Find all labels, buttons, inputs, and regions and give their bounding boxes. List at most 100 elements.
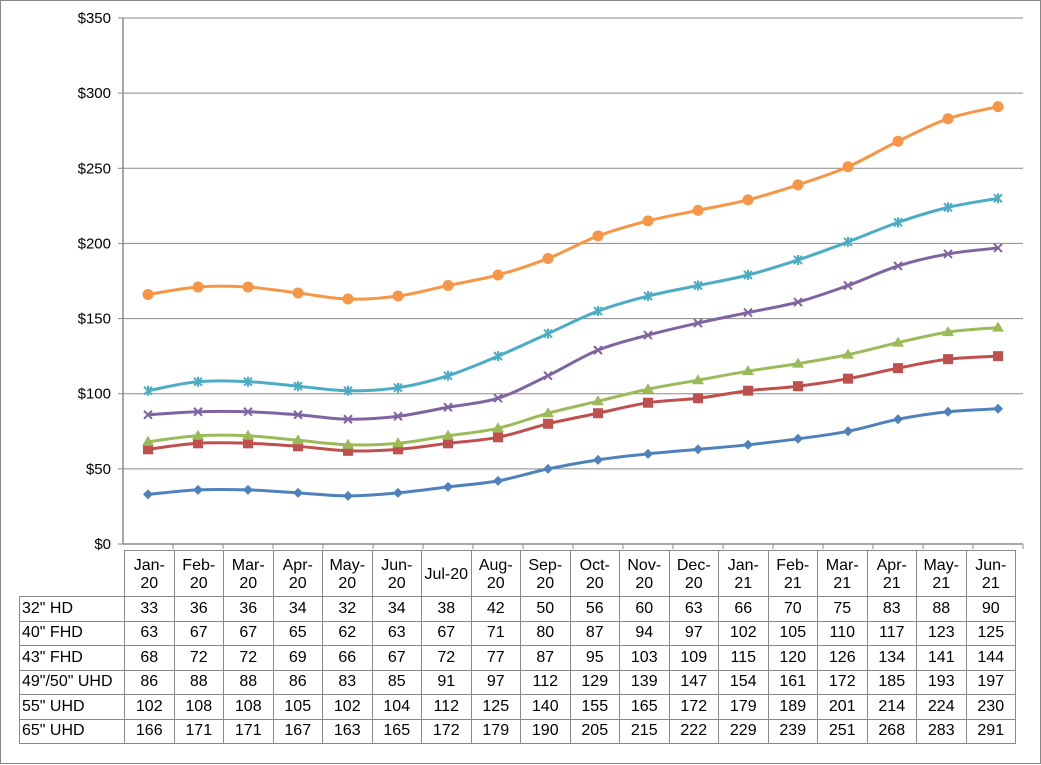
table-cell: 172 xyxy=(668,694,719,720)
table-cell: 88 xyxy=(916,596,967,622)
table-cell: 112 xyxy=(520,669,571,695)
table-cell: 63 xyxy=(668,596,719,622)
table-cell: 222 xyxy=(668,718,719,744)
table-cell: 126 xyxy=(817,645,868,671)
table-cell: 34 xyxy=(371,596,422,622)
table-cell: 165 xyxy=(619,694,670,720)
data-point-diamond xyxy=(243,484,253,495)
data-point-square xyxy=(243,438,253,449)
table-cell: 34 xyxy=(272,596,323,622)
data-point-square xyxy=(843,373,853,384)
table-cell: 139 xyxy=(619,669,670,695)
data-point-x xyxy=(293,410,303,420)
data-point-triangle xyxy=(492,422,504,433)
data-point-star xyxy=(543,328,553,339)
data-point-square xyxy=(343,445,353,456)
table-cell: 201 xyxy=(817,694,868,720)
data-point-square xyxy=(893,363,903,374)
data-point-triangle xyxy=(942,326,954,337)
table-row: 32" HD 33 36 36 34 32 34 38 42 50 56 60 63 66 70 75 83 88… xyxy=(19,596,1016,622)
data-point-square xyxy=(543,418,553,429)
data-point-circle xyxy=(142,289,154,301)
data-point-x xyxy=(543,370,553,381)
data-point-diamond xyxy=(993,403,1003,414)
table-cell: 63 xyxy=(124,620,175,646)
table-cell: 62 xyxy=(322,620,373,646)
table-cell: 108 xyxy=(223,694,274,720)
data-point-triangle xyxy=(892,336,904,347)
table-cell: 56 xyxy=(569,596,620,622)
table-column-header: Jul-20 xyxy=(421,550,472,597)
data-point-triangle xyxy=(142,435,154,446)
table-cell: 190 xyxy=(520,718,571,744)
table-cell: 97 xyxy=(668,620,719,646)
data-point-triangle xyxy=(592,395,604,406)
data-point-star xyxy=(943,202,953,213)
y-tick-label: $0 xyxy=(94,536,111,553)
data-point-square xyxy=(443,438,453,449)
data-point-circle xyxy=(442,280,454,292)
table-cell: 167 xyxy=(272,718,323,744)
table-cell: 67 xyxy=(421,620,472,646)
table-column-header: Mar-20 xyxy=(223,550,274,597)
data-point-circle xyxy=(942,113,954,125)
data-point-triangle xyxy=(342,438,354,449)
table-cell: 171 xyxy=(173,718,224,744)
table-cell: 120 xyxy=(767,645,818,671)
table-cell: 83 xyxy=(322,669,373,695)
data-point-star xyxy=(693,280,703,291)
table-cell: 161 xyxy=(767,669,818,695)
table-cell: 105 xyxy=(272,694,323,720)
data-point-diamond xyxy=(643,448,653,459)
data-point-square xyxy=(293,441,303,452)
series-line-0 xyxy=(147,407,999,498)
data-point-diamond xyxy=(593,454,603,465)
table-cell: 80 xyxy=(520,620,571,646)
data-point-x xyxy=(843,280,853,291)
table-cell: 185 xyxy=(866,669,917,695)
data-point-star xyxy=(593,306,603,317)
data-point-x xyxy=(343,414,353,424)
table-cell: 65 xyxy=(272,620,323,646)
table-cell: 166 xyxy=(124,718,175,744)
y-tick-label: $250 xyxy=(78,160,111,177)
series-label: 40" FHD xyxy=(19,620,125,646)
data-point-triangle xyxy=(392,437,404,448)
data-point-circle xyxy=(692,204,704,216)
data-point-circle xyxy=(642,215,654,227)
table-column-header: Sep-20 xyxy=(520,550,571,597)
table-cell: 110 xyxy=(817,620,868,646)
data-point-star xyxy=(793,254,803,265)
table-cell: 108 xyxy=(173,694,224,720)
series-line-4 xyxy=(147,196,999,393)
data-point-diamond xyxy=(343,490,353,501)
table-cell: 214 xyxy=(866,694,917,720)
table-row: 43" FHD 68 72 72 69 66 67 72 77 87 95 103 109 115 120 1… xyxy=(19,645,1016,671)
data-point-triangle xyxy=(692,374,704,385)
table-cell: 112 xyxy=(421,694,472,720)
data-point-square xyxy=(643,397,653,408)
table-cell: 38 xyxy=(421,596,472,622)
data-point-x xyxy=(993,243,1003,253)
data-point-x xyxy=(493,393,503,403)
series-label: 65" UHD xyxy=(19,718,125,744)
table-row: 55" UHD 102 108 108 105 102 104 112 125 140 155 165… xyxy=(19,694,1016,720)
data-point-circle xyxy=(242,281,254,293)
data-point-circle xyxy=(792,179,804,191)
data-point-star xyxy=(643,291,653,302)
table-cell: 179 xyxy=(470,718,521,744)
table-corner xyxy=(19,550,125,597)
data-point-diamond xyxy=(543,463,553,474)
table-column-header: Apr-20 xyxy=(272,550,323,597)
table-cell: 86 xyxy=(124,669,175,695)
table-cell: 117 xyxy=(866,620,917,646)
data-point-x xyxy=(743,307,753,318)
data-point-x xyxy=(643,330,653,340)
y-tick-label: $50 xyxy=(86,461,111,478)
table-cell: 115 xyxy=(718,645,769,671)
data-point-circle xyxy=(542,252,554,264)
table-cell: 90 xyxy=(965,596,1016,622)
data-point-diamond xyxy=(193,484,203,495)
table-column-header: Oct-20 xyxy=(569,550,620,597)
